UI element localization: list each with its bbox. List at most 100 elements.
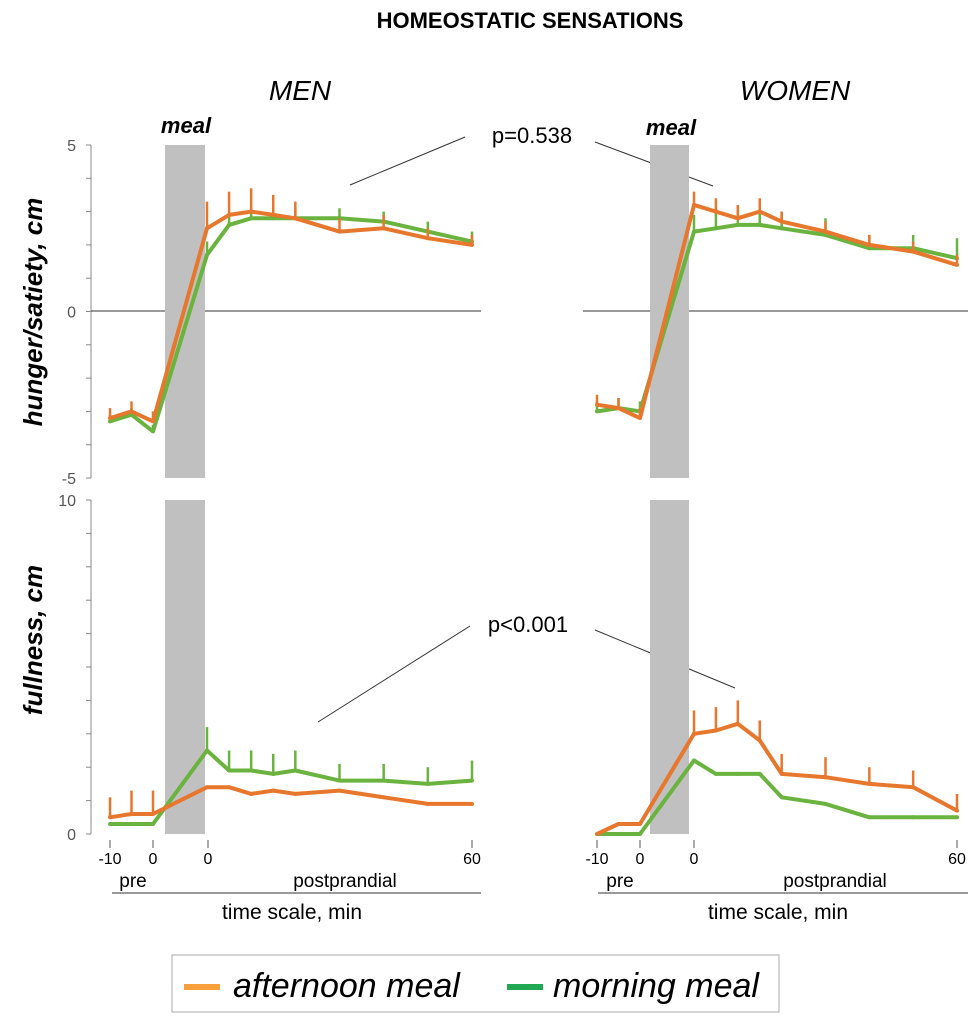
data-point [108, 821, 112, 826]
data-point [779, 771, 784, 776]
data-point [470, 242, 474, 247]
x-tick-label: 0 [636, 851, 645, 868]
legend-label-afternoon: afternoon meal [233, 967, 461, 1005]
data-point [108, 815, 112, 820]
data-point [108, 416, 112, 421]
data-point [757, 209, 762, 214]
data-point [227, 785, 232, 790]
data-point [470, 801, 474, 806]
data-point [867, 815, 872, 820]
data-point [425, 236, 430, 241]
data-point [381, 778, 386, 783]
chart-panel-men-hunger [86, 144, 474, 479]
data-point [692, 229, 696, 234]
figure-title: HOMEOSTATIC SENSATIONS [377, 8, 684, 33]
y-axis-label-hunger-satiety: hunger/satiety, cm [18, 198, 48, 427]
data-point [867, 781, 872, 786]
y-tick-label: 0 [67, 305, 76, 322]
data-point [381, 226, 386, 231]
data-point [337, 788, 342, 793]
x-axis-women: -10 0 0 60 pre postprandial time scale, … [585, 840, 968, 924]
y-tick-label: 5 [67, 138, 76, 155]
data-point [955, 262, 959, 267]
meal-band [165, 500, 205, 834]
chart-panel-women-fullness [595, 500, 959, 836]
data-point [823, 801, 828, 806]
panel-title-men: MEN [269, 75, 332, 106]
data-point [425, 781, 430, 786]
meal-band [650, 500, 689, 834]
period-label-postprandial: postprandial [783, 871, 887, 892]
data-point [129, 409, 134, 414]
data-point [735, 771, 740, 776]
data-point [779, 226, 784, 231]
data-point [293, 216, 298, 221]
data-point [713, 728, 718, 733]
x-tick-label: 0 [690, 851, 699, 868]
data-point [692, 202, 696, 207]
x-tick-label: -10 [98, 851, 121, 868]
meal-label-men: meal [161, 113, 212, 138]
data-point [595, 409, 599, 414]
data-point [955, 808, 959, 813]
data-point [271, 216, 276, 221]
y-tick-label: -5 [62, 471, 76, 488]
data-point [205, 785, 209, 790]
legend-swatch-morning [507, 984, 543, 990]
data-point [249, 209, 254, 214]
x-axis-label: time scale, min [708, 901, 848, 924]
x-tick-label: 60 [948, 851, 966, 868]
chart-panel-men-fullness [86, 499, 474, 835]
data-point [293, 768, 298, 773]
series-line-afternoon [638, 202, 958, 419]
data-point [271, 212, 276, 217]
data-point [911, 249, 916, 254]
y-axis-label-fullness: fullness, cm [18, 565, 48, 715]
data-point [129, 821, 134, 826]
data-point [735, 216, 740, 221]
data-point [205, 748, 209, 753]
data-point [823, 775, 828, 780]
data-point [227, 222, 232, 227]
p-value-pointer-men-fullness [317, 625, 471, 723]
series-line-morning [151, 748, 473, 826]
x-tick-label: -10 [585, 851, 608, 868]
data-point [293, 791, 298, 796]
data-point [616, 406, 621, 411]
y-tick-labels: -5 0 5 0 10 [58, 138, 76, 844]
data-point [205, 252, 209, 257]
data-point [779, 219, 784, 224]
data-point [867, 246, 872, 251]
data-point [911, 815, 916, 820]
p-value-fullness: p<0.001 [488, 612, 568, 637]
period-label-pre: pre [119, 871, 146, 892]
data-point [713, 209, 718, 214]
data-point [757, 771, 762, 776]
legend-box [171, 954, 780, 1013]
series-line-morning [638, 758, 957, 836]
data-point [337, 229, 342, 234]
x-axis-label: time scale, min [222, 901, 362, 924]
x-axis-men: -10 0 0 60 pre postprandial time scale, … [98, 840, 481, 924]
data-point [249, 791, 254, 796]
data-point [595, 832, 599, 836]
data-point [381, 795, 386, 800]
data-point [823, 229, 828, 234]
y-tick-label: 10 [58, 493, 76, 510]
data-point [757, 738, 762, 743]
series-line-afternoon [152, 785, 472, 816]
data-point [955, 815, 959, 820]
data-point [205, 226, 209, 231]
chart-panel-women-hunger [595, 145, 959, 478]
data-point [757, 222, 762, 227]
data-point [227, 768, 232, 773]
x-tick-label: 60 [463, 851, 481, 868]
data-point [867, 242, 872, 247]
data-point [129, 811, 134, 816]
period-label-postprandial: postprandial [293, 871, 397, 892]
data-point [735, 721, 740, 726]
data-point [425, 801, 430, 806]
data-point [616, 832, 621, 836]
data-point [713, 226, 718, 231]
data-point [271, 788, 276, 793]
